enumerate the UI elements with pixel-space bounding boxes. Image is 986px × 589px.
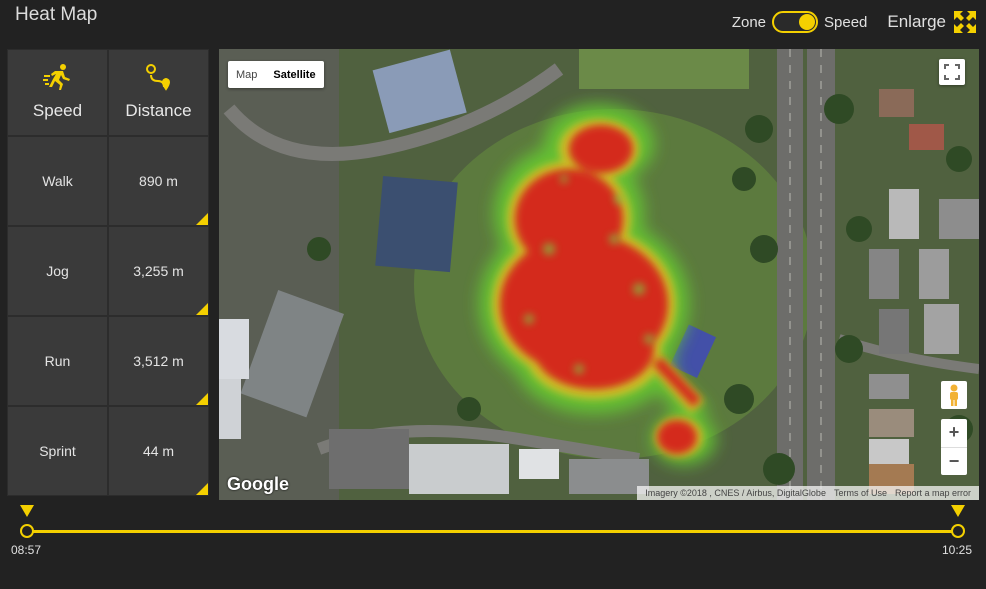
panel-header: Speed Distance [7,49,209,136]
end-marker-icon [951,505,965,517]
toggle-knob [799,14,816,30]
pegman-icon [950,384,958,406]
distance-cell: 3,512 m [108,316,209,406]
imagery-credit: Imagery ©2018 , CNES / Airbus, DigitalGl… [645,488,826,498]
distance-value: 890 m [139,173,178,189]
start-time: 08:57 [11,543,42,557]
distance-header[interactable]: Distance [108,49,209,136]
zoom-control: + − [941,419,967,475]
speed-cell: Walk [7,136,108,226]
distance-value: 3,512 m [133,353,184,369]
corner-marker [196,483,208,495]
distance-cell: 44 m [108,406,209,496]
start-handle[interactable] [20,524,34,538]
enlarge-label: Enlarge [887,12,946,31]
distance-value: 3,255 m [133,263,184,279]
end-time: 10:25 [942,543,973,557]
satellite-imagery [219,49,979,500]
top-controls: Zone Speed Enlarge [732,8,976,36]
report-link[interactable]: Report a map error [894,488,971,498]
table-row[interactable]: Run 3,512 m [7,316,209,406]
street-view-button[interactable] [941,381,967,409]
zoom-out-button[interactable]: − [948,450,960,471]
zoom-in-button[interactable]: + [941,419,967,448]
slider-track[interactable] [27,530,958,533]
corner-marker [196,393,208,405]
time-range-slider: 08:57 10:25 [0,503,986,589]
speed-distance-panel: Speed Distance Walk 890 m Jog 3,255 m Ru… [7,49,209,496]
distance-header-label: Distance [125,101,192,120]
fullscreen-icon [944,64,960,80]
zone-speed-toggle[interactable] [772,11,819,33]
distance-cell: 890 m [108,136,209,226]
expand-arrows-icon [954,11,976,33]
page-title: Heat Map [15,4,98,25]
route-pin-icon [145,64,170,91]
speed-cell: Run [7,316,108,406]
speed-header-label: Speed [32,101,83,120]
speed-cell: Jog [7,226,108,316]
speed-cell: Sprint [7,406,108,496]
map-tab[interactable]: Map [236,68,258,81]
table-row[interactable]: Sprint 44 m [7,406,209,496]
zone-label: Zone [731,13,767,31]
table-row[interactable]: Walk 890 m [7,136,209,226]
speed-header[interactable]: Speed [7,49,108,136]
enlarge-button[interactable]: Enlarge [887,11,976,33]
terms-link[interactable]: Terms of Use [833,488,887,498]
start-marker-icon [20,505,34,517]
corner-marker [196,303,208,315]
heat-map[interactable]: Map Satellite + − Google Imagery ©2018 ,… [219,49,979,500]
table-row[interactable]: Jog 3,255 m [7,226,209,316]
map-attribution: Imagery ©2018 , CNES / Airbus, DigitalGl… [637,486,979,500]
fullscreen-button[interactable] [939,59,965,85]
satellite-tab[interactable]: Satellite [273,68,316,81]
map-type-control: Map Satellite [228,61,324,88]
distance-cell: 3,255 m [108,226,209,316]
running-person-icon [42,64,70,90]
end-handle[interactable] [951,524,965,538]
corner-marker [196,213,208,225]
speed-toggle-label: Speed [824,13,868,31]
distance-value: 44 m [142,443,175,459]
google-logo: Google [227,474,289,494]
